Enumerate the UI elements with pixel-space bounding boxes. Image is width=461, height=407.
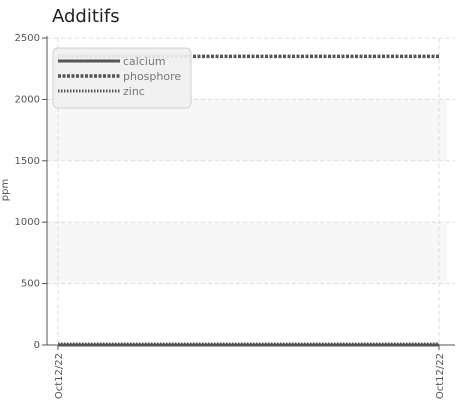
legend-label-calcium: calcium bbox=[123, 55, 166, 68]
band-500 bbox=[47, 222, 447, 284]
y-tick-label: 2500 bbox=[15, 33, 40, 44]
background-bands bbox=[47, 99, 447, 284]
legend-box bbox=[52, 47, 192, 109]
band-1500 bbox=[47, 99, 447, 161]
y-tick-label: 1000 bbox=[15, 217, 40, 228]
legend-label-zinc: zinc bbox=[123, 85, 145, 98]
x-tick-label: Oct12/22 bbox=[435, 353, 446, 399]
y-axis-title: ppm bbox=[0, 179, 11, 201]
y-tick-label: 0 bbox=[34, 340, 40, 351]
x-tick-labels: Oct12/22 Oct12/22 bbox=[54, 353, 446, 399]
y-tick-label: 500 bbox=[21, 279, 40, 290]
y-tick-label: 1500 bbox=[15, 156, 40, 167]
legend-label-phosphore: phosphore bbox=[123, 70, 181, 83]
x-tick-label: Oct12/22 bbox=[54, 353, 65, 399]
y-tick-label: 2000 bbox=[15, 94, 40, 105]
y-tick-labels: 0 500 1000 1500 2000 2500 bbox=[15, 33, 40, 351]
chart-title: Additifs bbox=[52, 6, 120, 27]
legend: calcium phosphore zinc bbox=[52, 47, 192, 109]
